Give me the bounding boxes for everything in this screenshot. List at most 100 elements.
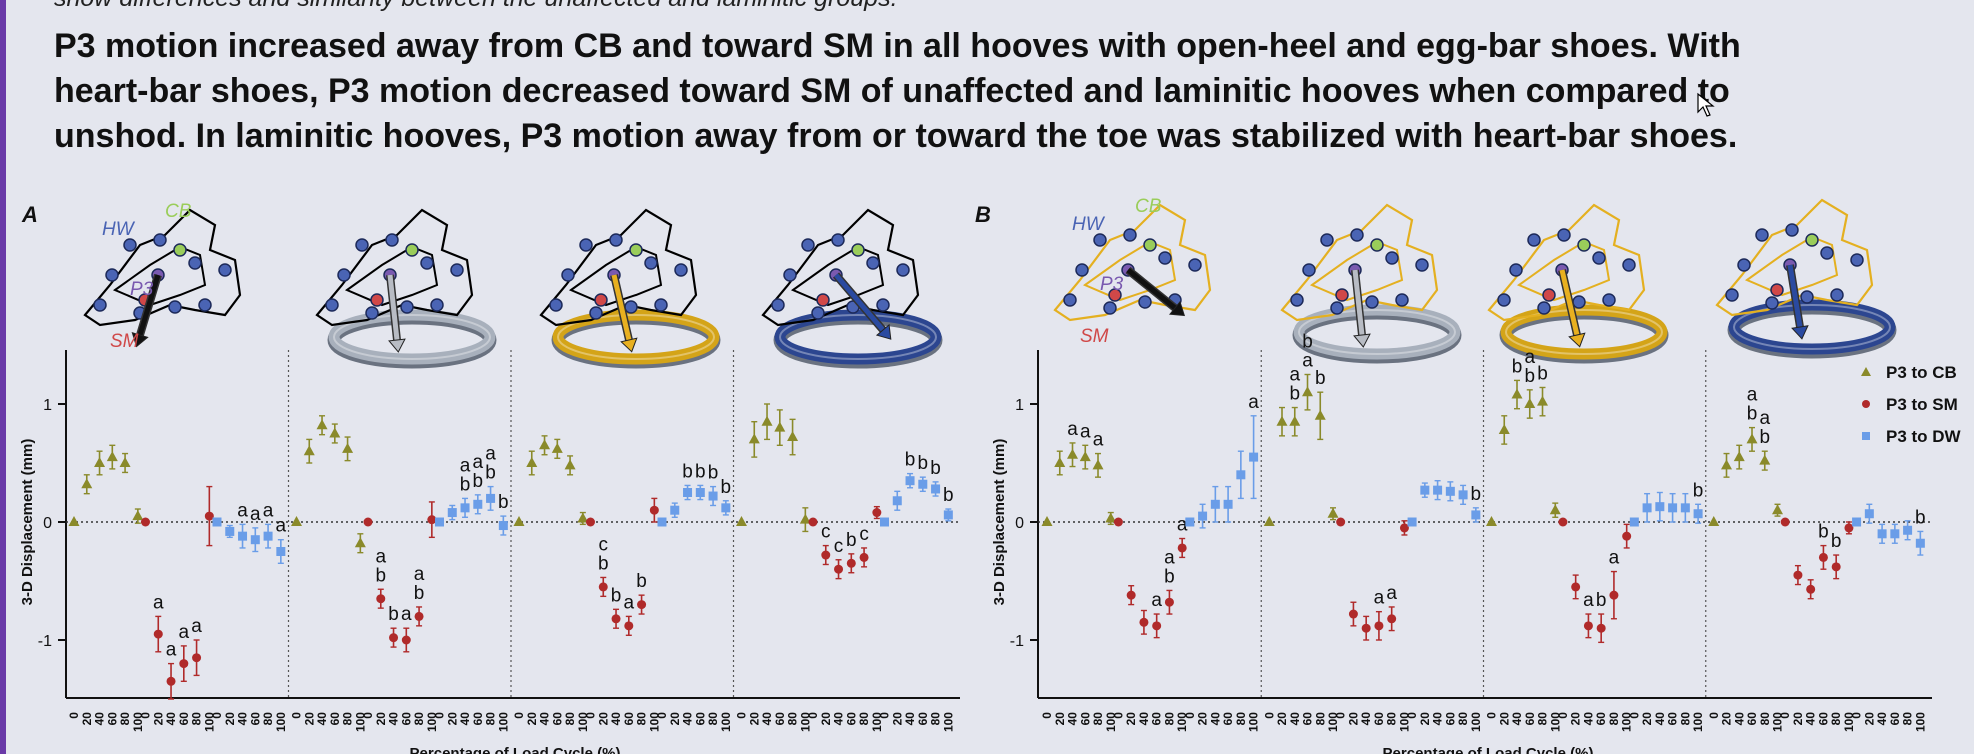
displacement-arrow	[1126, 268, 1177, 310]
shoe-highlight	[557, 314, 715, 360]
data-point-triangle	[132, 510, 144, 521]
coffin-bone-outline	[1309, 240, 1404, 302]
data-point-square	[670, 505, 680, 515]
arrow-head	[131, 331, 149, 348]
data-point-square	[1903, 525, 1913, 535]
hoof-open-heel-shoe-icon	[1280, 203, 1462, 364]
marker-dot-sm	[1108, 288, 1122, 302]
data-point-triangle	[94, 457, 106, 467]
significance-letter: b	[1915, 507, 1926, 528]
x-tick-label: 80	[341, 712, 355, 726]
y-tick-label: -1	[38, 633, 52, 650]
data-point-square	[250, 535, 260, 545]
hoof-wall-outline	[315, 208, 474, 327]
significance-letter: a	[414, 564, 425, 585]
data-point-circle	[1152, 621, 1162, 631]
marker-dot-hw	[400, 300, 414, 314]
data-point-triangle	[303, 445, 315, 456]
data-point-square	[1223, 499, 1233, 509]
x-tick-label: 60	[328, 712, 342, 726]
significance-letter: a	[1164, 547, 1175, 568]
marker-dot-hw	[783, 268, 797, 282]
significance-letter: b	[611, 585, 622, 606]
significance-letter: c	[859, 524, 869, 545]
x-tick-label: 80	[1901, 712, 1915, 726]
significance-letter: b	[636, 571, 647, 592]
y-tick-label: 0	[1015, 515, 1024, 532]
displacement-arrow	[387, 274, 400, 341]
shoe-ring	[1500, 304, 1668, 360]
hoof-wall-outline	[1280, 203, 1439, 322]
marker-dot-hw	[1138, 295, 1152, 309]
x-tick-label: 100	[870, 712, 884, 732]
x-tick-label: 20	[1569, 712, 1583, 726]
x-tick-label: 20	[151, 712, 165, 726]
x-tick-label: 80	[563, 712, 577, 726]
condition-group: 020ba40ab60b8010002040a60a80100020406080…	[1260, 332, 1483, 732]
x-tick-label: 0	[1405, 712, 1419, 719]
data-point-triangle	[1708, 516, 1720, 526]
x-tick-label: 80	[635, 712, 649, 726]
data-point-circle	[1348, 609, 1358, 619]
x-tick-label: 80	[1385, 712, 1399, 726]
x-tick-label: 100	[353, 712, 367, 732]
x-tick-label: 100	[1691, 712, 1705, 732]
x-tick-label: 100	[1104, 712, 1118, 732]
marker-dot-hw	[365, 306, 379, 320]
legend-marker	[1861, 367, 1871, 376]
marker-dot-hw	[624, 300, 638, 314]
x-tick-label: 80	[190, 712, 204, 726]
x-tick-label: 80	[706, 712, 720, 726]
data-point-circle	[427, 515, 437, 525]
data-point-square	[1236, 470, 1246, 480]
legend-marker	[1862, 400, 1870, 408]
data-point-triangle	[1314, 409, 1326, 420]
x-tick-label: 60	[1301, 712, 1315, 726]
data-point-circle	[1336, 517, 1346, 527]
marker-dot-hw	[93, 298, 107, 312]
shoe-highlight	[1298, 309, 1456, 355]
significance-letter: b	[1818, 522, 1829, 543]
x-tick-label: 100	[576, 712, 590, 732]
coffin-bone-outline	[112, 245, 207, 307]
marker-dot-cb	[1577, 238, 1591, 252]
marker-dot-hw	[168, 300, 182, 314]
marker-dot-hw	[1123, 228, 1137, 242]
marker-dot-hw	[1800, 290, 1814, 304]
x-tick-label: 60	[1372, 712, 1386, 726]
data-point-square	[931, 484, 941, 494]
marker-dot-hw	[385, 233, 399, 247]
hoof-wall-outline	[761, 208, 920, 327]
y-tick-label: -1	[1010, 633, 1024, 650]
x-tick-label: 40	[1137, 712, 1151, 726]
x-tick-label: 40	[93, 712, 107, 726]
data-point-triangle	[761, 415, 773, 426]
data-point-circle	[363, 517, 373, 527]
marker-dot-hw	[1725, 288, 1739, 302]
significance-letter: a	[179, 622, 190, 643]
data-point-square	[1642, 503, 1652, 513]
x-tick-label: 40	[1804, 712, 1818, 726]
x-tick-label: 40	[760, 712, 774, 726]
x-tick-label: 0	[806, 712, 820, 719]
x-tick-label: 80	[1536, 712, 1550, 726]
data-point-square	[721, 503, 731, 513]
condition-group: 0204060801000a20a40a60a80100020a40a60a80…	[67, 444, 288, 732]
data-point-circle	[1583, 621, 1593, 631]
x-tick-label: 40	[1359, 712, 1373, 726]
marker-dot-hw	[674, 263, 688, 277]
marker-dot-sm	[816, 293, 830, 307]
significance-letter: a	[460, 455, 471, 476]
data-point-triangle	[68, 516, 80, 526]
x-tick-label: 20	[445, 712, 459, 726]
x-tick-label: 100	[1842, 712, 1856, 732]
x-tick-label: 80	[1829, 712, 1843, 726]
data-point-square	[880, 517, 889, 527]
x-tick-label: 80	[1162, 712, 1176, 726]
data-point-circle	[1558, 517, 1568, 527]
arrow-head	[388, 338, 406, 353]
x-tick-label: 40	[1875, 712, 1889, 726]
